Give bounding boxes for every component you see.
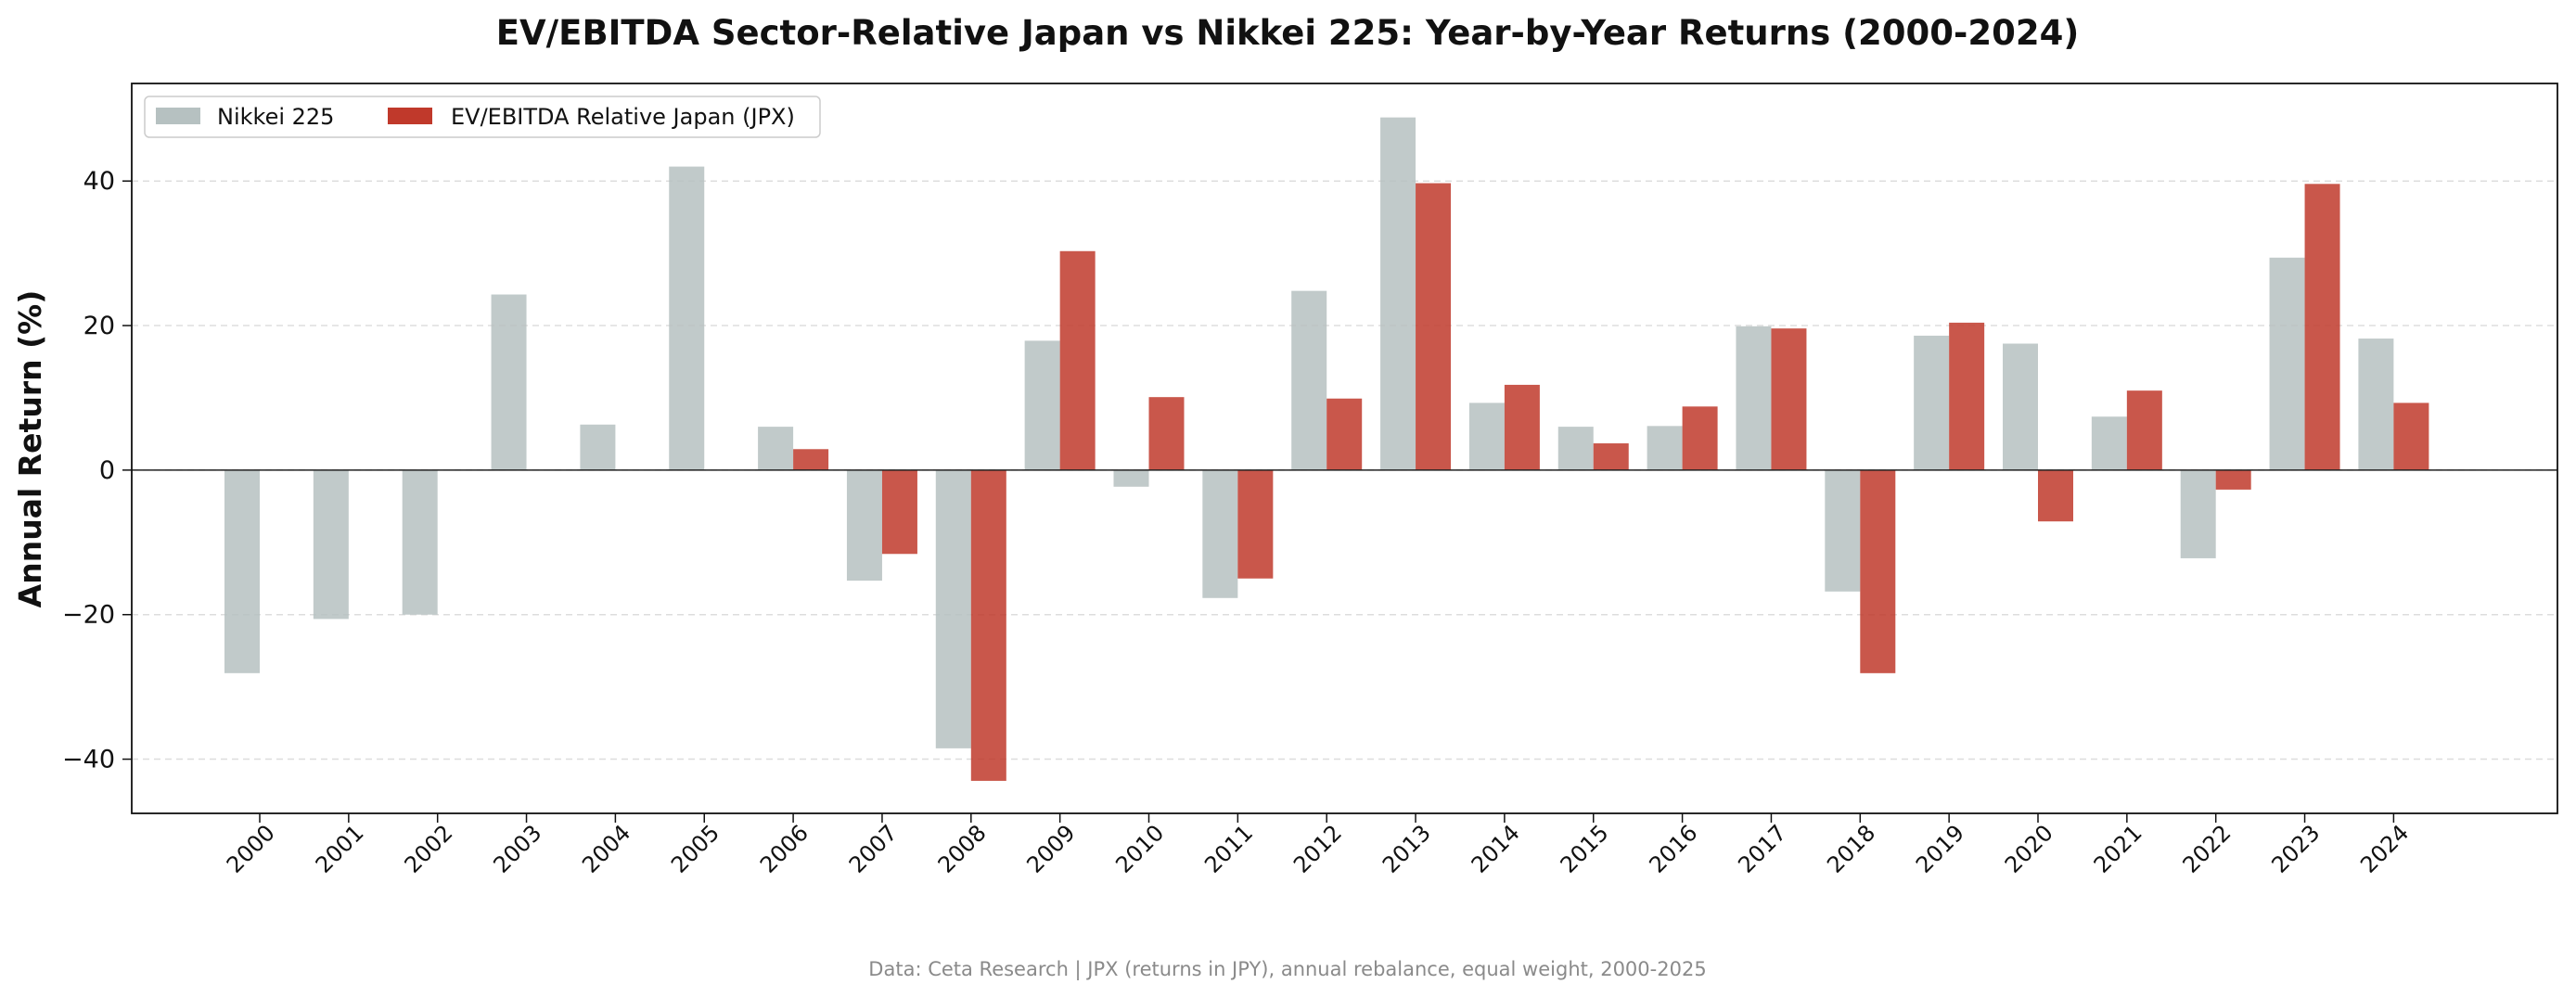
- bar-nikkei-225-2015: [1557, 427, 1594, 470]
- bar-nikkei-225-2006: [758, 427, 794, 470]
- x-tick-label: 2012: [1288, 820, 1347, 878]
- x-tick-label: 2008: [933, 820, 992, 878]
- legend-swatch: [388, 108, 432, 124]
- x-tick-label: 2019: [1911, 820, 1969, 878]
- plot-frame: [131, 83, 2558, 814]
- x-tick-label: 2005: [666, 820, 724, 878]
- bar-ev-ebitda-2017: [1771, 328, 1807, 470]
- bar-nikkei-225-2014: [1468, 403, 1505, 470]
- bar-nikkei-225-2002: [402, 469, 438, 615]
- y-tick-label: −40: [62, 746, 115, 774]
- x-tick-label: 2001: [311, 820, 369, 878]
- bar-nikkei-225-2013: [1380, 117, 1416, 470]
- bar-ev-ebitda-2012: [1326, 398, 1363, 470]
- y-tick-label: 0: [99, 456, 115, 485]
- bar-nikkei-225-2019: [1914, 335, 1950, 470]
- x-tick-label: 2006: [755, 820, 814, 878]
- legend-box: [144, 96, 821, 138]
- bar-nikkei-225-2016: [1647, 426, 1683, 470]
- bar-ev-ebitda-2024: [2393, 403, 2429, 470]
- bar-ev-ebitda-2022: [2215, 469, 2251, 490]
- bar-nikkei-225-2021: [2091, 416, 2127, 470]
- bar-nikkei-225-2012: [1291, 290, 1327, 470]
- x-tick-label: 2021: [2089, 820, 2147, 878]
- bar-ev-ebitda-2010: [1148, 397, 1185, 470]
- bar-nikkei-225-2024: [2358, 339, 2394, 470]
- bar-nikkei-225-2003: [491, 294, 527, 470]
- bar-nikkei-225-2009: [1024, 340, 1060, 470]
- bar-ev-ebitda-2016: [1682, 406, 1718, 470]
- x-tick-label: 2023: [2266, 820, 2325, 878]
- x-tick-label: 2024: [2355, 820, 2414, 878]
- bar-nikkei-225-2001: [313, 469, 349, 620]
- x-tick-label: 2003: [488, 820, 546, 878]
- x-tick-label: 2020: [2000, 820, 2058, 878]
- legend-label: EV/EBITDA Relative Japan (JPX): [451, 104, 795, 130]
- x-tick-label: 2011: [1199, 820, 1258, 878]
- bar-nikkei-225-2004: [580, 424, 616, 470]
- bar-nikkei-225-2005: [669, 166, 705, 470]
- bar-nikkei-225-2018: [1825, 469, 1861, 592]
- bar-nikkei-225-2020: [2003, 343, 2038, 470]
- x-tick-label: 2015: [1556, 820, 1614, 878]
- bar-ev-ebitda-2007: [881, 469, 917, 555]
- x-tick-label: 2013: [1378, 820, 1436, 878]
- x-tick-label: 2022: [2178, 820, 2236, 878]
- x-tick-label: 2016: [1644, 820, 1702, 878]
- y-tick-label: 40: [83, 167, 115, 196]
- bar-nikkei-225-2010: [1113, 469, 1149, 487]
- bar-nikkei-225-2017: [1736, 326, 1772, 470]
- bar-nikkei-225-2011: [1202, 469, 1238, 598]
- bar-ev-ebitda-2006: [793, 449, 829, 470]
- x-tick-label: 2014: [1467, 820, 1525, 878]
- bar-ev-ebitda-2008: [970, 469, 1006, 781]
- bar-ev-ebitda-2011: [1237, 469, 1274, 579]
- x-tick-label: 2018: [1822, 820, 1880, 878]
- bar-ev-ebitda-2013: [1416, 183, 1452, 470]
- y-axis-label: Annual Return (%): [12, 290, 48, 608]
- x-tick-label: 2009: [1021, 820, 1080, 878]
- bar-ev-ebitda-2014: [1504, 384, 1540, 470]
- bar-ev-ebitda-2019: [1949, 322, 1985, 470]
- bar-ev-ebitda-2018: [1860, 469, 1896, 673]
- bars: [224, 117, 2429, 781]
- x-tick-label: 2007: [844, 820, 903, 878]
- x-tick-label: 2002: [400, 820, 458, 878]
- bar-ev-ebitda-2015: [1593, 443, 1629, 470]
- legend-label: Nikkei 225: [217, 104, 334, 130]
- bar-nikkei-225-2007: [846, 469, 882, 582]
- bar-ev-ebitda-2009: [1059, 250, 1096, 470]
- bar-ev-ebitda-2020: [2038, 469, 2073, 522]
- bar-nikkei-225-2000: [224, 469, 260, 673]
- chart-title: EV/EBITDA Sector-Relative Japan vs Nikke…: [496, 13, 2080, 53]
- x-tick-label: 2017: [1733, 820, 1791, 878]
- bar-ev-ebitda-2021: [2126, 390, 2162, 470]
- x-tick-label: 2000: [222, 820, 280, 878]
- y-tick-label: 20: [83, 312, 115, 340]
- legend-swatch: [156, 108, 200, 124]
- x-tick-label: 2010: [1110, 820, 1169, 878]
- bar-nikkei-225-2023: [2269, 257, 2305, 470]
- data-source-footnote: Data: Ceta Research | JPX (returns in JP…: [868, 958, 1706, 981]
- y-tick-label: −20: [62, 601, 115, 630]
- bar-nikkei-225-2008: [935, 469, 971, 748]
- bar-ev-ebitda-2023: [2304, 184, 2340, 470]
- axes: [122, 83, 2558, 823]
- bar-nikkei-225-2022: [2180, 469, 2216, 558]
- legend: Nikkei 225 EV/EBITDA Relative Japan (JPX): [144, 96, 821, 138]
- x-tick-label: 2004: [577, 820, 635, 878]
